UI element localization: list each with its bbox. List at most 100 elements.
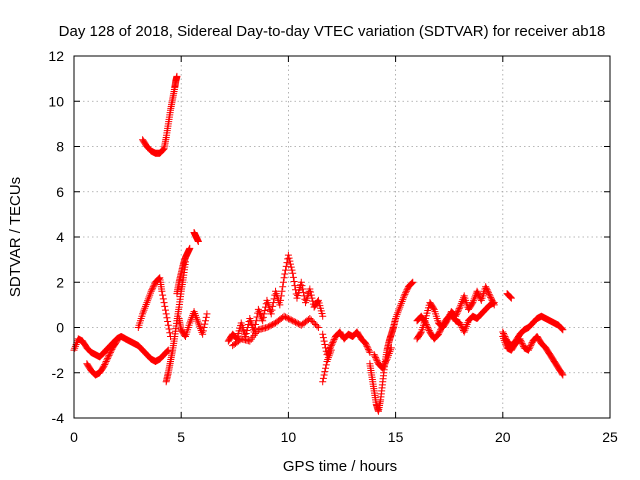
data-point: [269, 320, 277, 328]
data-point: [371, 352, 379, 360]
data-point: [387, 344, 395, 352]
data-point: [423, 322, 431, 330]
data-point: [362, 339, 370, 347]
data-point: [252, 317, 260, 325]
data-point: [558, 370, 566, 378]
data-point: [381, 360, 389, 368]
data-point: [103, 356, 111, 364]
data-point: [284, 314, 292, 322]
data-point: [308, 294, 316, 302]
data-point: [288, 266, 296, 274]
data-point: [101, 360, 109, 368]
data-point: [149, 283, 157, 291]
data-point: [429, 304, 437, 312]
data-point: [159, 146, 167, 154]
data-point: [306, 314, 314, 322]
data-point: [299, 285, 307, 293]
data-point: [287, 260, 295, 268]
data-point: [379, 364, 387, 372]
data-point: [164, 321, 172, 329]
data-point: [259, 313, 267, 321]
data-point: [298, 282, 306, 290]
x-tick-label: 20: [495, 429, 511, 445]
data-point: [518, 339, 526, 347]
data-point: [158, 287, 166, 295]
data-point: [402, 287, 410, 295]
data-point: [186, 244, 194, 252]
data-point: [403, 286, 411, 294]
data-point: [307, 316, 315, 324]
data-point: [437, 326, 445, 334]
y-tick-label: 10: [48, 93, 64, 109]
data-point: [113, 337, 121, 345]
data-point: [307, 291, 315, 299]
data-point: [290, 317, 298, 325]
x-tick-label: 0: [70, 429, 78, 445]
data-point: [319, 378, 327, 386]
data-point: [516, 335, 524, 343]
data-point: [106, 348, 114, 356]
data-point: [293, 319, 301, 327]
data-point: [457, 320, 465, 328]
y-tick-label: 4: [56, 229, 64, 245]
data-point: [270, 295, 278, 303]
data-point: [163, 314, 171, 322]
axis-ticks: 0 5 10 15 20 25 -4 -2 0 2 4 6 8 10 12: [48, 48, 618, 445]
x-axis-title: GPS time / hours: [283, 458, 397, 475]
data-point: [417, 329, 425, 337]
data-point: [100, 362, 108, 370]
data-point: [199, 330, 207, 338]
data-point: [259, 317, 267, 325]
data-point: [525, 346, 533, 354]
data-point: [422, 319, 430, 327]
data-point: [102, 357, 110, 365]
data-point: [372, 354, 380, 362]
x-tick-label: 15: [388, 429, 404, 445]
data-point: [148, 286, 156, 294]
data-point: [329, 337, 337, 345]
data-point: [268, 306, 276, 314]
y-tick-label: 8: [56, 139, 64, 155]
y-tick-label: 0: [56, 320, 64, 336]
data-point: [400, 292, 408, 300]
chart-title: Day 128 of 2018, Sidereal Day-to-day VTE…: [59, 23, 606, 40]
data-point: [160, 299, 168, 307]
data-point: [267, 321, 275, 329]
data-point: [261, 307, 269, 315]
data-point: [282, 313, 290, 321]
data-points: [70, 72, 567, 415]
data-point: [284, 251, 292, 259]
data-point: [366, 348, 374, 356]
data-point: [422, 320, 430, 328]
data-point: [473, 287, 481, 295]
data-point: [314, 297, 322, 305]
data-point: [507, 293, 515, 301]
data-point: [485, 290, 493, 298]
data-point: [517, 336, 525, 344]
data-point: [468, 300, 476, 308]
data-point: [370, 351, 378, 359]
data-point: [155, 274, 163, 282]
data-point: [517, 338, 525, 346]
data-point: [475, 290, 483, 298]
data-point: [277, 296, 285, 304]
data-point: [164, 347, 172, 355]
data-point: [485, 289, 493, 297]
data-point: [434, 330, 442, 338]
x-tick-label: 10: [281, 429, 297, 445]
data-point: [453, 309, 461, 317]
data-point: [321, 368, 329, 376]
data-point: [173, 72, 181, 80]
data-point: [306, 285, 314, 293]
data-point: [490, 299, 498, 307]
data-point: [454, 308, 462, 316]
data-point: [279, 278, 287, 286]
data-point: [437, 324, 445, 332]
data-point: [319, 374, 327, 382]
x-tick-label: 25: [602, 429, 618, 445]
data-point: [276, 301, 284, 309]
data-point: [436, 327, 444, 335]
data-point: [319, 334, 327, 342]
data-point: [287, 263, 295, 271]
